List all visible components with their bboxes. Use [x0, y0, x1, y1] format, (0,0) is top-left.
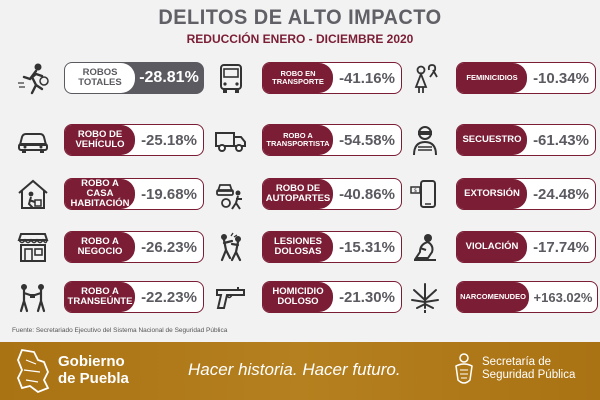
stat-value: -41.16%	[339, 69, 395, 87]
stat-robo-de-vehiculo: ROBO DE VEHÍCULO -25.18%	[12, 120, 207, 160]
footer-bar: Gobierno de Puebla Hacer historia. Hacer…	[0, 342, 600, 400]
sec-line1: Secretaría de	[482, 356, 552, 368]
page-subtitle: REDUCCIÓN ENERO - DICIEMBRE 2020	[186, 32, 414, 46]
stat-label: NARCOMENUDEO	[457, 282, 529, 312]
stat-extorsion: $ EXTORSIÓN -24.48%	[404, 174, 599, 214]
stat-pill: FEMINICIDIOS -10.34%	[456, 62, 596, 94]
stat-value: -40.86%	[339, 185, 395, 203]
stat-value: -54.58%	[339, 131, 395, 149]
stat-pill: ROBO A TRANSPORTISTA -54.58%	[262, 124, 402, 156]
stat-value: -10.34%	[533, 69, 589, 87]
stat-value: -25.18%	[141, 131, 197, 149]
stat-label: ROBO A NEGOCIO	[65, 232, 135, 262]
woman-ribbon-icon	[404, 58, 446, 98]
stat-pill: LESIONES DOLOSAS -15.31%	[262, 231, 402, 263]
sec-line2: Seguridad Pública	[482, 369, 576, 381]
house-thief-icon	[12, 174, 54, 214]
stat-label: LESIONES DOLOSAS	[263, 232, 333, 262]
truck-icon	[210, 120, 252, 160]
slogan: Hacer historia. Hacer futuro.	[188, 360, 401, 379]
phone-money-icon: $	[404, 174, 446, 214]
source-note: Fuente: Secretariado Ejecutivo del Siste…	[12, 327, 228, 334]
stat-robo-de-autopartes: ROBO DE AUTOPARTES -40.86%	[210, 174, 405, 214]
gov-line1: Gobierno	[58, 353, 125, 370]
stat-robo-a-casa-habitacion: ROBO A CASA HABITACIÓN -19.68%	[12, 174, 207, 214]
stat-robo-a-transportista: ROBO A TRANSPORTISTA -54.58%	[210, 120, 405, 160]
stat-feminicidios: FEMINICIDIOS -10.34%	[404, 58, 599, 98]
stat-robo-en-transporte: ROBO EN TRANSPORTE -41.16%	[210, 58, 405, 98]
stat-value: -17.74%	[533, 238, 589, 256]
cannabis-leaf-icon	[404, 277, 446, 317]
stat-homicidio-doloso: HOMICIDIO DOLOSO -21.30%	[210, 277, 405, 317]
stat-pill: ROBO DE AUTOPARTES -40.86%	[262, 178, 402, 210]
gun-icon	[210, 277, 252, 317]
stat-label: ROBO EN TRANSPORTE	[263, 63, 333, 93]
fight-icon	[210, 227, 252, 267]
stat-label: ROBO A CASA HABITACIÓN	[65, 179, 135, 209]
stat-robo-a-transeunte: ROBO A TRANSEÚNTE -22.23%	[12, 277, 207, 317]
stat-label: ROBO A TRANSEÚNTE	[65, 282, 135, 312]
car-icon	[12, 120, 54, 160]
government-name: Gobierno de Puebla	[58, 353, 129, 387]
running-thief-icon	[12, 58, 54, 98]
stat-violacion: VIOLACIÓN -17.74%	[404, 227, 599, 267]
stat-pill: ROBO EN TRANSPORTE -41.16%	[262, 62, 402, 94]
stat-label: FEMINICIDIOS	[457, 63, 527, 93]
stat-pill: SECUESTRO -61.43%	[456, 124, 596, 156]
stat-value: -61.43%	[533, 131, 589, 149]
hostage-icon	[404, 120, 446, 160]
security-secretariat-emblem-icon	[452, 352, 476, 388]
stat-robo-a-negocio: ROBO A NEGOCIO -26.23%	[12, 227, 207, 267]
stat-label: VIOLACIÓN	[457, 232, 527, 262]
stat-pill: ROBO A CASA HABITACIÓN -19.68%	[64, 178, 204, 210]
stat-pill: ROBO A TRANSEÚNTE -22.23%	[64, 281, 204, 313]
stat-pill: ROBOS TOTALES -28.81%	[64, 62, 204, 94]
stat-lesiones-dolosas: LESIONES DOLOSAS -15.31%	[210, 227, 405, 267]
svg-text:$: $	[414, 188, 417, 194]
gov-line2: de Puebla	[58, 370, 129, 387]
stat-label: ROBO DE AUTOPARTES	[263, 179, 333, 209]
kneeling-woman-icon	[404, 227, 446, 267]
bus-icon	[210, 58, 252, 98]
stat-label: SECUESTRO	[457, 125, 527, 155]
stat-value: -15.31%	[339, 238, 395, 256]
page-title: DELITOS DE ALTO IMPACTO	[158, 6, 442, 29]
stat-label: ROBO A TRANSPORTISTA	[263, 125, 333, 155]
stat-pill: EXTORSIÓN -24.48%	[456, 178, 596, 210]
stat-pill: ROBO A NEGOCIO -26.23%	[64, 231, 204, 263]
stat-value: -19.68%	[141, 185, 197, 203]
stat-value: -28.81%	[139, 69, 199, 86]
stat-label: ROBO DE VEHÍCULO	[65, 125, 135, 155]
storefront-icon	[12, 227, 54, 267]
stat-label: EXTORSIÓN	[457, 179, 527, 209]
stat-pill: VIOLACIÓN -17.74%	[456, 231, 596, 263]
stat-value: -21.30%	[339, 288, 395, 306]
pedestrian-robbery-icon	[12, 277, 54, 317]
stat-pill: ROBO DE VEHÍCULO -25.18%	[64, 124, 204, 156]
stat-robos-totales: ROBOS TOTALES -28.81%	[12, 58, 207, 98]
stats-grid: ROBOS TOTALES -28.81% ROBO EN TRANSPORTE…	[12, 58, 599, 317]
stat-pill: HOMICIDIO DOLOSO -21.30%	[262, 281, 402, 313]
stat-narcomenudeo: NARCOMENUDEO +163.02%	[404, 277, 599, 317]
stat-pill: NARCOMENUDEO +163.02%	[456, 281, 598, 313]
secretariat-name: Secretaría de Seguridad Pública	[482, 356, 575, 382]
stat-label: HOMICIDIO DOLOSO	[263, 282, 333, 312]
stat-value: -26.23%	[141, 238, 197, 256]
stat-value: -22.23%	[141, 288, 197, 306]
stat-secuestro: SECUESTRO -61.43%	[404, 120, 599, 160]
stat-label: ROBOS TOTALES	[65, 63, 135, 93]
stat-value: +163.02%	[533, 289, 593, 305]
autoparts-thief-icon	[210, 174, 252, 214]
puebla-state-map-icon	[14, 348, 52, 394]
stat-value: -24.48%	[533, 185, 589, 203]
